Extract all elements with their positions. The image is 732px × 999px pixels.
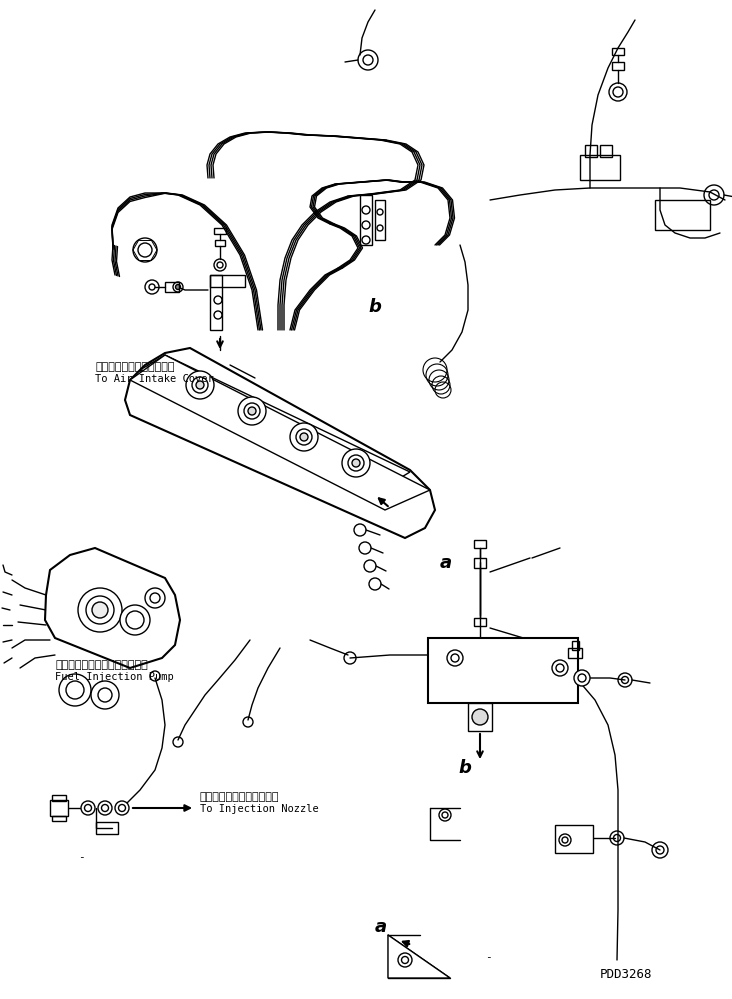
Circle shape <box>342 449 370 477</box>
Text: To Air Intake Cover: To Air Intake Cover <box>95 374 214 384</box>
Circle shape <box>92 602 108 618</box>
Bar <box>585 145 597 157</box>
Text: b: b <box>458 759 471 777</box>
Text: PDD3268: PDD3268 <box>600 968 652 981</box>
Circle shape <box>447 650 463 666</box>
Bar <box>52 795 66 801</box>
Bar <box>555 825 593 853</box>
Bar <box>360 195 372 245</box>
Text: インジェクションノズルヘ: インジェクションノズルヘ <box>200 792 280 802</box>
Bar <box>580 155 620 180</box>
Bar <box>474 618 486 626</box>
Polygon shape <box>140 355 410 487</box>
Bar <box>600 145 612 157</box>
Bar <box>474 540 486 548</box>
Circle shape <box>81 801 95 815</box>
Bar <box>210 275 222 330</box>
Bar <box>50 800 68 816</box>
Circle shape <box>91 681 119 709</box>
Bar <box>215 240 225 246</box>
Circle shape <box>145 588 165 608</box>
Bar <box>428 638 578 703</box>
Circle shape <box>472 709 488 725</box>
Circle shape <box>98 801 112 815</box>
Circle shape <box>176 285 181 290</box>
Polygon shape <box>388 935 450 978</box>
Circle shape <box>352 459 360 467</box>
Bar <box>210 275 245 287</box>
Circle shape <box>574 670 590 686</box>
Text: a: a <box>440 554 452 572</box>
Text: フェルインジェクションポンプ: フェルインジェクションポンプ <box>55 660 148 670</box>
Text: To Injection Nozzle: To Injection Nozzle <box>200 804 318 814</box>
Text: エアーインテークカバーヘ: エアーインテークカバーヘ <box>95 362 174 372</box>
Polygon shape <box>125 348 435 538</box>
Circle shape <box>290 423 318 451</box>
Circle shape <box>552 660 568 676</box>
Bar <box>96 822 118 834</box>
Text: b: b <box>368 298 381 316</box>
Bar <box>568 648 582 658</box>
Circle shape <box>78 588 122 632</box>
Circle shape <box>300 433 308 441</box>
Circle shape <box>248 407 256 415</box>
Bar <box>612 62 624 70</box>
Bar <box>52 816 66 821</box>
Circle shape <box>238 397 266 425</box>
Bar <box>468 703 492 731</box>
Bar <box>474 558 486 568</box>
Circle shape <box>186 371 214 399</box>
Text: -: - <box>78 852 85 862</box>
Circle shape <box>59 674 91 706</box>
Bar <box>165 282 179 292</box>
Circle shape <box>196 381 204 389</box>
Circle shape <box>115 801 129 815</box>
Bar <box>572 641 579 650</box>
Circle shape <box>120 605 150 635</box>
Polygon shape <box>130 355 430 510</box>
Bar <box>612 48 624 55</box>
Text: Fuel Injection Pump: Fuel Injection Pump <box>55 672 173 682</box>
Bar <box>375 200 385 240</box>
Polygon shape <box>45 548 180 668</box>
Text: a: a <box>375 918 387 936</box>
Bar <box>214 228 226 234</box>
Text: -: - <box>485 952 492 962</box>
Bar <box>655 200 710 230</box>
